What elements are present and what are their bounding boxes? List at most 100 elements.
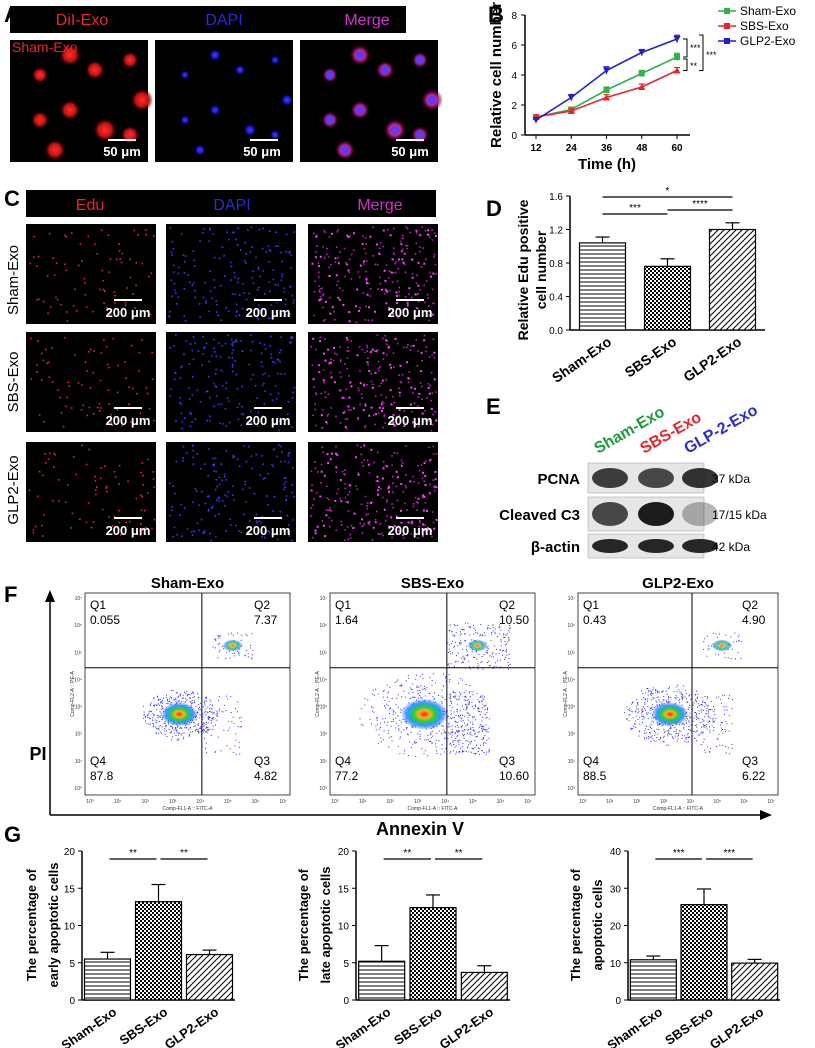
flow-plot-title: Sham-Exo (151, 575, 224, 592)
cell-1-2 (235, 65, 245, 75)
x-tick-label: 10⁷ (767, 799, 775, 805)
x-tick-label: 10³ (414, 799, 422, 805)
bar-Sham-Exo (578, 242, 627, 331)
x-tick-label: 10⁵ (713, 799, 721, 805)
bar-Sham-Exo (358, 960, 406, 1001)
band-name: Cleaved C3 (499, 507, 580, 524)
panel-d: D 0.0 0.4 0.8 1.2 1.6 Sham-Exo SBS-Exo GLP2-Exo… (486, 186, 765, 386)
flow-density-core (161, 702, 198, 727)
x-tick-label: 10¹ (606, 799, 614, 805)
panel-c-header-merge: Merge (357, 197, 402, 214)
nucleus-merge-8 (340, 145, 350, 155)
data-point (603, 94, 610, 101)
nucleus-merge-1 (355, 50, 365, 60)
panel-c-row-label-sbs: SBS-Exo (5, 352, 22, 413)
x-tick-label: 36 (601, 143, 613, 154)
panel-f-y-title: PI (29, 744, 46, 764)
flow-density-q2 (712, 639, 732, 652)
data-point (638, 83, 646, 90)
bar-SBS-Exo (409, 907, 457, 1001)
bar-GLP2-Exo (731, 962, 779, 1001)
scale-label-c: 200 μm (388, 305, 433, 320)
data-point (567, 107, 575, 114)
x-tick-label: 12 (530, 143, 542, 154)
x-axis-title: Time (h) (578, 156, 636, 173)
sig-label: *** (690, 43, 701, 53)
cell-0-1 (59, 44, 81, 66)
cell-1-4 (281, 94, 293, 106)
quadrant-value: 88.5 (583, 769, 607, 783)
quadrant-label: Q1 (335, 598, 351, 612)
y-tick-label: 0 (615, 996, 621, 1007)
y-tick-label: 20 (338, 847, 350, 858)
quadrant-label: Q4 (335, 754, 351, 768)
blot-band (638, 502, 674, 526)
x-tick-label: 10³ (660, 799, 668, 805)
flow-density-core (652, 702, 688, 727)
sig-label: ** (455, 848, 463, 859)
y-tick-label: 15 (338, 884, 350, 895)
legend-swatch-marker (724, 23, 730, 29)
y-axis-title: The percentage of (24, 868, 39, 981)
category-label: Sham-Exo (333, 1004, 394, 1048)
y-tick-label: 0 (511, 131, 517, 142)
quadrant-value: 6.22 (742, 769, 766, 783)
bar-SBS-Exo (134, 901, 183, 1001)
y-axis-title: Relative cell number (488, 2, 505, 148)
x-tick-label: 10⁵ (469, 799, 477, 805)
quadrant-label: Q2 (254, 598, 270, 612)
legend-label: SBS-Exo (740, 19, 789, 33)
cell-1-8 (194, 144, 206, 156)
band-name: β-actin (531, 539, 580, 556)
cell-0-0 (32, 67, 48, 83)
y-tick-label: 10² (75, 732, 83, 738)
band-size: 42 kDa (712, 540, 750, 554)
flow-dots (359, 622, 511, 757)
y-tick-label: 10⁰ (74, 786, 82, 792)
data-point (673, 67, 681, 74)
scale-label-c: 200 μm (388, 523, 433, 538)
blot-band (638, 468, 674, 488)
category-label: GLP2-Exo (707, 1004, 767, 1048)
panel-f-y-arrow-head (45, 590, 55, 602)
y-tick-label: 10⁵ (74, 650, 82, 656)
panel-label-d: D (486, 196, 502, 221)
quadrant-value: 0.43 (583, 613, 607, 627)
panel-label-b: B (488, 2, 504, 27)
flow-plot-title: GLP2-Exo (642, 575, 714, 592)
data-point (674, 54, 680, 60)
panel-label-g: G (4, 822, 21, 847)
x-axis-name: Comp-FL1-A :: FITC-A (653, 806, 704, 812)
y-tick-label: 0.4 (549, 293, 563, 304)
y-tick-label: 10⁷ (75, 596, 83, 602)
x-tick-label: 10⁶ (740, 799, 748, 805)
cell-0-7 (93, 118, 117, 142)
x-tick-label: 10⁴ (687, 799, 695, 805)
blot-band (638, 539, 674, 553)
nucleus-merge-6 (325, 115, 335, 125)
panel-label-c: C (4, 186, 20, 211)
bar-Sham-Exo (83, 958, 132, 1001)
y-tick-label: 10⁷ (320, 596, 328, 602)
micrograph-a-cells (31, 44, 444, 161)
y-tick-label: 1.6 (549, 192, 563, 203)
flow-density-core (400, 698, 448, 730)
nucleus-merge-5 (355, 105, 365, 115)
cell-0-3 (121, 51, 139, 69)
flow-plot-frame (577, 592, 779, 796)
quadrant-value: 10.60 (499, 769, 529, 783)
quadrant-label: Q1 (583, 598, 599, 612)
y-tick-label: 10 (610, 959, 622, 970)
sig-bracket (683, 38, 688, 58)
x-tick-label: 48 (636, 143, 648, 154)
category-label: Sham-Exo (59, 1004, 120, 1048)
panel-c-header-edu: Edu (76, 197, 104, 214)
cell-0-2 (85, 60, 105, 80)
category-label: Sham-Exo (549, 333, 614, 385)
y-tick-label: 10² (568, 732, 576, 738)
